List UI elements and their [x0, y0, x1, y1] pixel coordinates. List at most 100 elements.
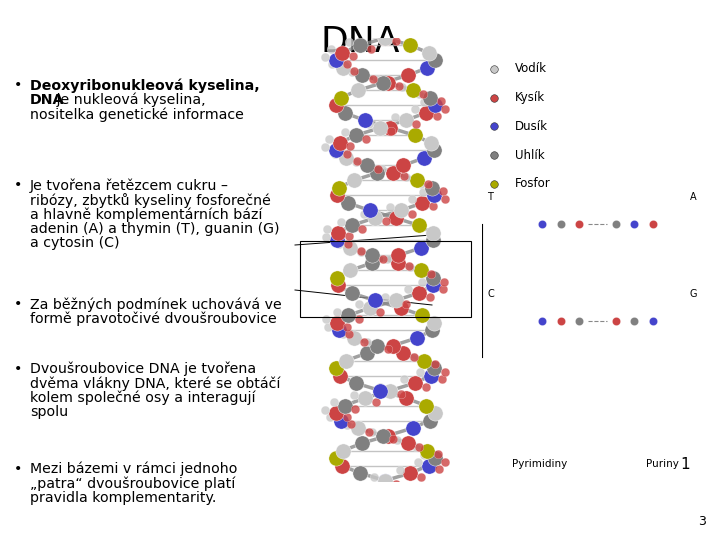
Text: DNA: DNA: [30, 93, 64, 107]
Point: [427, 281, 438, 290]
Point: [352, 86, 364, 94]
Point: [573, 219, 585, 228]
Text: a hlavně komplementárních bází: a hlavně komplementárních bází: [30, 207, 262, 222]
Point: [390, 37, 402, 46]
Point: [393, 82, 405, 91]
Point: [377, 255, 389, 264]
Point: [405, 41, 416, 50]
Point: [420, 382, 431, 391]
Point: [488, 93, 500, 102]
Text: Mezi bázemi v rámci jednoho: Mezi bázemi v rámci jednoho: [30, 462, 238, 476]
Point: [415, 244, 426, 252]
Point: [350, 131, 361, 140]
Point: [372, 341, 383, 350]
Point: [488, 151, 500, 159]
Text: Je tvořena řetězcem cukru –: Je tvořena řetězcem cukru –: [30, 178, 229, 193]
Point: [424, 416, 436, 425]
Point: [353, 300, 364, 309]
Point: [424, 292, 436, 301]
Point: [428, 146, 440, 154]
Point: [374, 307, 386, 316]
Point: [409, 379, 420, 387]
Point: [409, 131, 420, 140]
Point: [343, 37, 355, 46]
Point: [382, 431, 394, 440]
Point: [361, 134, 372, 143]
Point: [488, 64, 500, 73]
Point: [370, 397, 382, 406]
Point: [344, 266, 356, 275]
Point: [367, 75, 379, 83]
Point: [369, 214, 380, 222]
Point: [647, 219, 659, 228]
Point: [332, 228, 343, 237]
Point: [342, 199, 354, 207]
Point: [437, 187, 449, 196]
Point: [320, 315, 331, 324]
Point: [417, 311, 428, 320]
Text: T: T: [487, 192, 493, 201]
Point: [405, 469, 416, 477]
Point: [428, 236, 439, 245]
Point: [413, 90, 425, 99]
Point: [440, 105, 451, 113]
Point: [426, 184, 438, 192]
Point: [341, 356, 352, 365]
Point: [339, 401, 351, 410]
Point: [350, 405, 361, 414]
Point: [439, 367, 451, 376]
Point: [372, 75, 383, 84]
Point: [392, 435, 403, 444]
Point: [336, 49, 348, 57]
Point: [341, 150, 353, 158]
Point: [429, 409, 441, 417]
Point: [432, 450, 444, 458]
Text: C: C: [487, 289, 494, 299]
Point: [395, 303, 407, 312]
Point: [423, 461, 434, 470]
Point: [402, 285, 414, 294]
Point: [346, 289, 357, 298]
Point: [421, 64, 433, 72]
Point: [330, 454, 341, 462]
Point: [333, 184, 344, 192]
Text: Za běžných podmínek uchovává ve: Za běžných podmínek uchovává ve: [30, 297, 282, 312]
Text: 1: 1: [680, 457, 690, 472]
Point: [379, 476, 391, 485]
Point: [420, 401, 431, 410]
Text: formě pravotočivé dvoušroubovice: formě pravotočivé dvoušroubovice: [30, 312, 276, 326]
Point: [348, 67, 360, 76]
Point: [358, 210, 369, 219]
Text: adenin (A) a thymin (T), guanin (G): adenin (A) a thymin (T), guanin (G): [30, 222, 279, 235]
Point: [359, 337, 370, 346]
Point: [394, 465, 405, 474]
Point: [335, 416, 346, 425]
Point: [387, 435, 399, 443]
Point: [335, 93, 346, 102]
Point: [361, 338, 372, 346]
Point: [385, 127, 397, 136]
Point: [353, 315, 364, 323]
Point: [410, 119, 422, 128]
Point: [366, 428, 377, 436]
Point: [325, 45, 337, 53]
Point: [333, 240, 345, 249]
Point: [407, 424, 418, 433]
Point: [319, 405, 330, 414]
Text: a cytosin (C): a cytosin (C): [30, 236, 120, 250]
Text: je nukleová kyselina,: je nukleová kyselina,: [52, 93, 205, 107]
Point: [420, 109, 431, 117]
Point: [338, 64, 349, 72]
Point: [414, 368, 426, 376]
Point: [382, 78, 394, 87]
Point: [369, 296, 380, 305]
Point: [429, 360, 441, 368]
Point: [364, 206, 375, 215]
Point: [418, 153, 430, 162]
Point: [428, 274, 439, 282]
Point: [356, 225, 368, 233]
Point: [336, 461, 348, 470]
Point: [332, 281, 343, 290]
Point: [404, 262, 415, 271]
Point: [423, 49, 434, 57]
